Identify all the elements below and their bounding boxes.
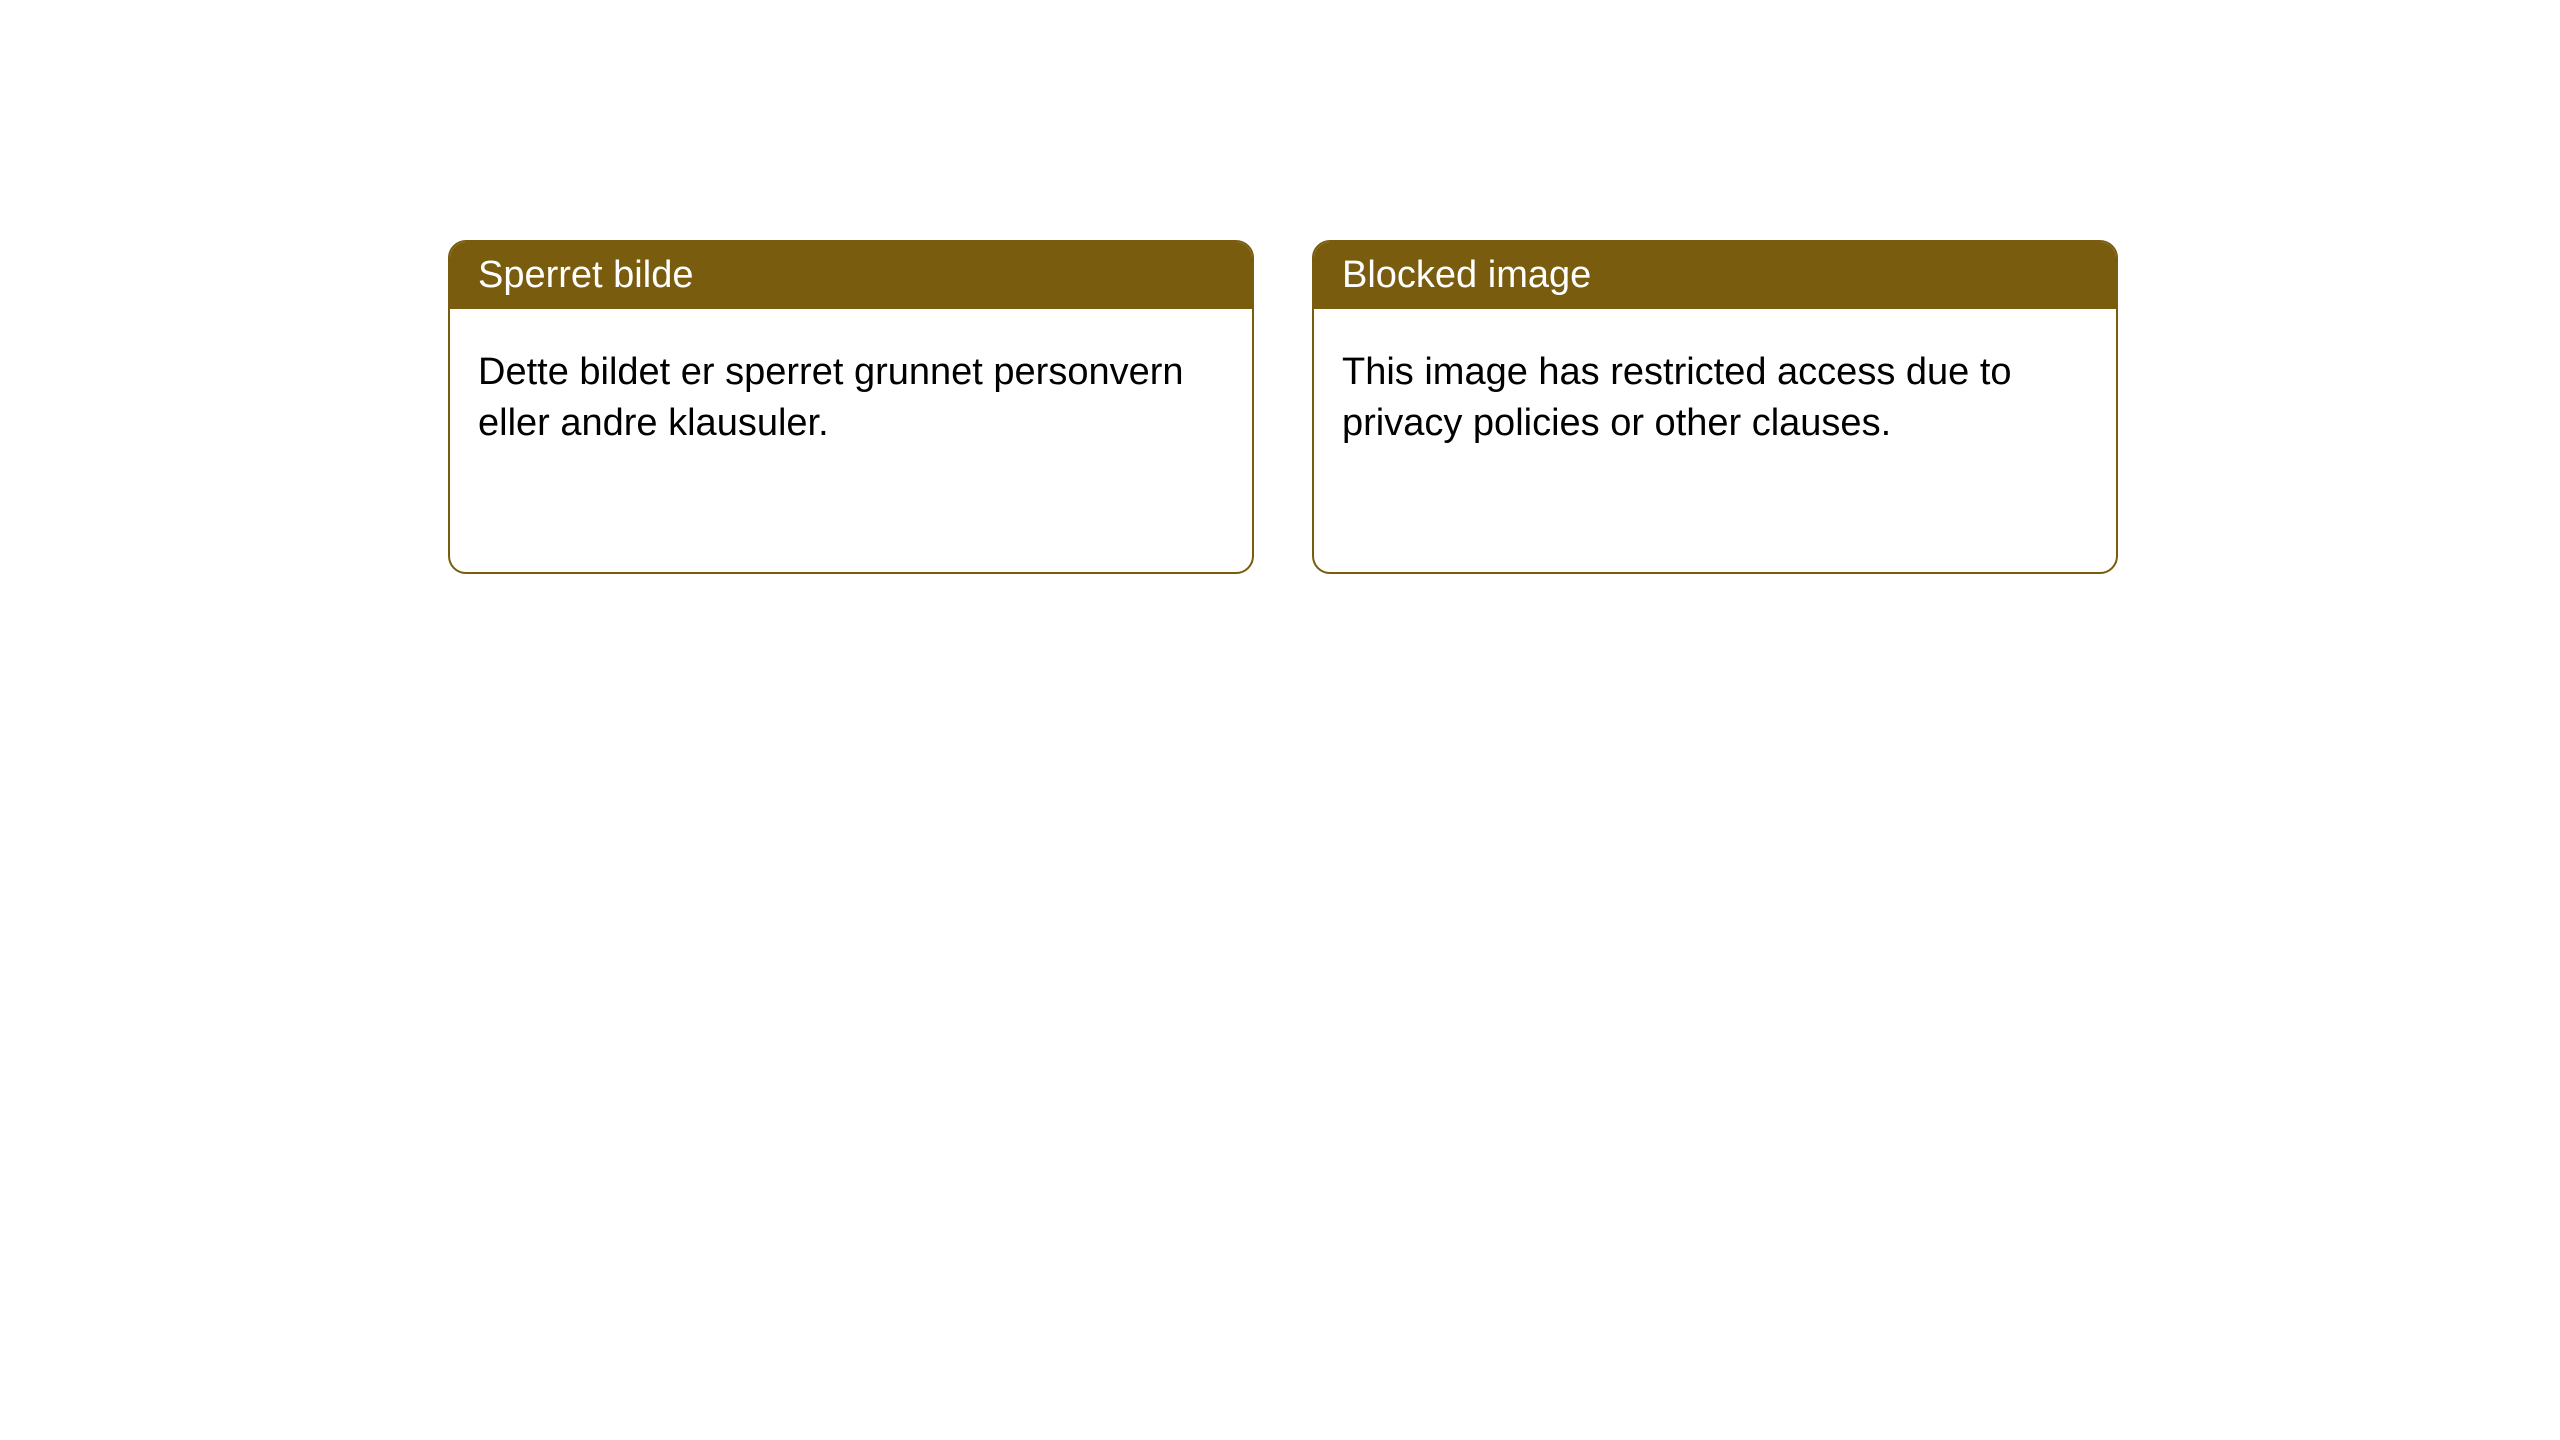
card-body-text: Dette bildet er sperret grunnet personve… (478, 351, 1184, 444)
card-body: Dette bildet er sperret grunnet personve… (450, 309, 1252, 488)
notice-card-english: Blocked image This image has restricted … (1312, 240, 2118, 574)
notice-card-norwegian: Sperret bilde Dette bildet er sperret gr… (448, 240, 1254, 574)
card-header: Blocked image (1314, 242, 2116, 309)
card-body: This image has restricted access due to … (1314, 309, 2116, 488)
card-title: Blocked image (1342, 254, 1591, 296)
card-title: Sperret bilde (478, 254, 693, 296)
card-body-text: This image has restricted access due to … (1342, 351, 2012, 444)
card-header: Sperret bilde (450, 242, 1252, 309)
notice-cards-container: Sperret bilde Dette bildet er sperret gr… (0, 0, 2560, 574)
